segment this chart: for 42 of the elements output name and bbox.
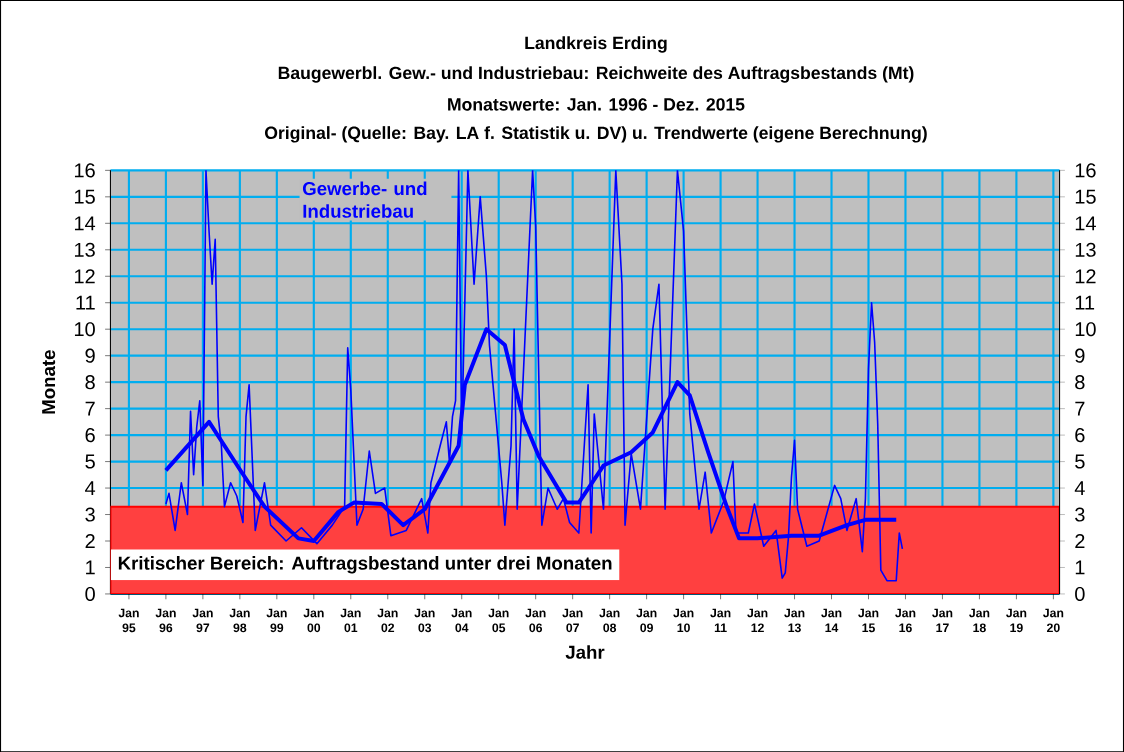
y2-tick-label: 2 (1075, 533, 1085, 548)
y-tick-label: 13 (74, 242, 95, 257)
y-tick-label: 2 (85, 533, 95, 548)
y-tick-label: 16 (74, 163, 95, 178)
band-label: Kritischer Bereich: Auftragsbestand unter drei Monaten (118, 555, 612, 574)
y2-tick-label: 5 (1075, 454, 1085, 469)
x-axis-title: Jahr (565, 645, 605, 659)
y2-tick-label: 0 (1075, 586, 1085, 601)
y2-tick-label: 8 (1075, 374, 1085, 390)
y-tick-label: 4 (85, 481, 96, 495)
y-tick-label: 11 (76, 295, 95, 310)
y-tick-label: 9 (85, 348, 95, 363)
y-tick-label: 1 (86, 560, 95, 575)
y-tick-label: 8 (85, 374, 95, 390)
y2-tick-label: 11 (1075, 295, 1095, 310)
y-tick-label: 15 (74, 189, 95, 204)
chart-title: Landkreis Erding (525, 36, 667, 53)
y2-tick-label: 4 (1074, 481, 1085, 495)
y2-tick-label: 10 (1075, 321, 1096, 337)
y2-tick-label: 3 (1075, 507, 1085, 522)
y2-tick-label: 1 (1075, 560, 1085, 575)
text: Original- (Quelle: Bay. LA f. Statistik u. DV) u. Trendwerte (eigene Berechnung) (265, 125, 927, 143)
y2-tick-label: 9 (1075, 348, 1085, 363)
y-tick-label: 0 (85, 586, 95, 601)
series-label: Gewerbe- und Industriebau (302, 181, 427, 218)
text: Monatswerte: Jan. 1996 - Dez. 2015 (448, 98, 745, 111)
y-tick-label: 12 (74, 269, 95, 284)
y2-tick-label: 15 (1075, 189, 1096, 204)
y-tick-label: 10 (74, 321, 95, 337)
y2-tick-label: 16 (1075, 163, 1096, 178)
y2-tick-label: 12 (1075, 269, 1096, 284)
y-tick-label: 6 (85, 427, 95, 443)
y2-tick-label: 6 (1075, 427, 1085, 443)
y-tick-label: 5 (85, 454, 95, 469)
y-tick-label: 7 (85, 401, 95, 416)
y2-tick-label: 14 (1075, 216, 1096, 231)
chart-subtitle: Baugewerbl. Gew.- und Industriebau: Reichweite des Auftragsbestands (Mt) (278, 66, 914, 83)
y-axis-title: Monate (42, 350, 56, 414)
y-tick-label: 3 (85, 507, 95, 522)
y2-tick-label: 13 (1075, 242, 1096, 257)
y2-tick-label: 7 (1075, 401, 1085, 416)
y-tick-label: 14 (74, 216, 96, 231)
